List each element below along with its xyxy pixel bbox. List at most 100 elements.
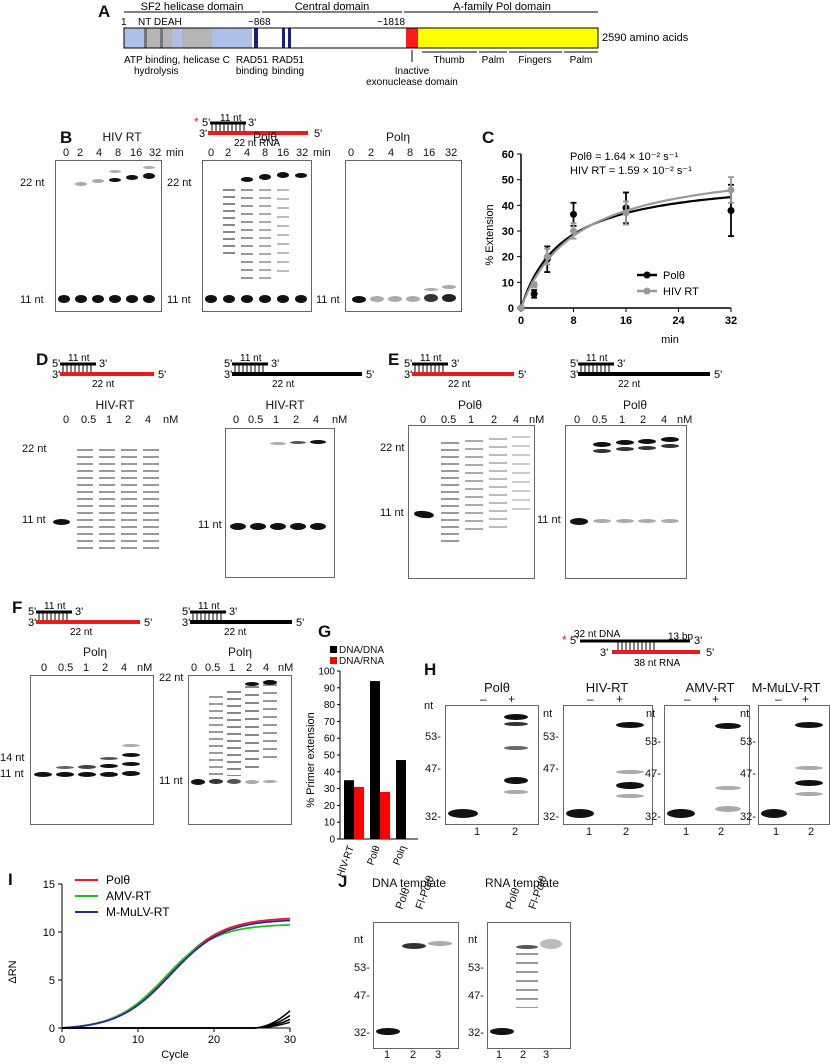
gel-b2-title: Polθ xyxy=(252,130,278,144)
hydrolysis-label: hydrolysis xyxy=(134,66,178,77)
gel-e2-marker-11: 11 nt xyxy=(537,514,561,526)
gel-b2 xyxy=(202,160,312,312)
panel-j-letter: J xyxy=(338,872,348,891)
chart-g-ylabel: % Primer extension xyxy=(305,712,317,807)
chart-g-ytick-label: 100 xyxy=(318,667,335,678)
svg-text:11 nt: 11 nt xyxy=(198,601,220,612)
svg-text:5': 5' xyxy=(570,358,578,370)
legend-polq: Polθ xyxy=(663,270,685,282)
pos-868-label: ~868 xyxy=(248,17,271,28)
svg-text:3': 3' xyxy=(404,369,412,381)
svg-text:11 nt: 11 nt xyxy=(44,601,66,612)
chart-c-point xyxy=(727,206,735,214)
chart-c-xtick-label: 32 xyxy=(725,315,737,327)
extension-kinetics-chart: Polθ = 1.64 × 10⁻² s⁻¹ HIV RT = 1.59 × 1… xyxy=(485,149,737,346)
gel-h4 xyxy=(758,705,830,825)
chart-c-ytick-label: 0 xyxy=(508,303,514,315)
svg-text:5': 5' xyxy=(144,617,152,629)
chart-c-ytick-label: 60 xyxy=(502,149,514,161)
gel-h3 xyxy=(664,705,750,825)
substrate-e2: 5' 11 nt 3' 3' 5' 22 nt xyxy=(570,353,722,388)
gel-h2-nt: nt xyxy=(543,708,553,720)
gel-h3-plus: + xyxy=(712,692,720,706)
chart-c-xtick-label: 24 xyxy=(672,315,685,327)
svg-text:5': 5' xyxy=(158,369,166,381)
chart-g-ytick-label: 90 xyxy=(324,683,336,694)
substrate-f1: 5' 11 nt 3' 3' 5' 22 nt xyxy=(28,601,152,636)
chart-i-xtick-label: 20 xyxy=(208,1034,220,1046)
chart-c-xtick-label: 16 xyxy=(620,315,632,327)
chart-g-category-label: Polθ xyxy=(366,844,383,867)
bar-legend: DNA/DNA DNA/RNA xyxy=(330,645,384,667)
svg-text:32 nt DNA: 32 nt DNA xyxy=(574,629,620,640)
gel-h1 xyxy=(445,705,539,825)
gel-h4-minus: – xyxy=(775,692,782,706)
gel-j1-marker-53: 53- xyxy=(354,962,370,974)
chart-c-point xyxy=(570,210,577,218)
svg-text:5': 5' xyxy=(706,647,714,659)
panel-f-letter: F xyxy=(12,598,23,617)
chart-i-control-curve xyxy=(62,1010,291,1029)
rate-polq: Polθ = 1.64 × 10⁻² s⁻¹ xyxy=(570,151,679,163)
svg-text:5': 5' xyxy=(52,358,60,370)
chart-i-ylabel: ΔRN xyxy=(7,960,19,983)
gel-j1-num-2: 2 xyxy=(410,1049,417,1061)
gel-e1-marker-11: 11 nt xyxy=(380,507,404,519)
svg-text:3': 3' xyxy=(75,606,83,618)
chart-g-bar xyxy=(344,780,354,839)
chart-c-legend: Polθ HIV RT xyxy=(637,270,699,298)
chart-i-control-curve xyxy=(62,1021,291,1029)
gel-d2-title: HIV-RT xyxy=(265,398,305,412)
helicase-domain-label: SF2 helicase domain xyxy=(141,1,244,13)
chart-c-point xyxy=(727,186,735,194)
gel-j2-num-1: 1 xyxy=(496,1049,503,1061)
svg-text:3': 3' xyxy=(99,358,107,370)
gel-j2-num-2: 2 xyxy=(520,1049,527,1061)
chart-g-ytick-label: 50 xyxy=(324,751,336,762)
gel-b1-title: HIV RT xyxy=(102,130,142,144)
svg-text:38 nt RNA: 38 nt RNA xyxy=(634,658,680,668)
gel-e1-title: Polθ xyxy=(457,398,483,412)
gel-h2 xyxy=(563,705,653,825)
svg-text:3': 3' xyxy=(199,128,207,140)
chart-c-xtick-label: 0 xyxy=(518,315,524,327)
gel-h1-lane-2: 2 xyxy=(512,826,519,838)
substrate-e1: 5' 11 nt 3' 3' 5' 22 nt xyxy=(404,353,526,388)
central-domain-label: Central domain xyxy=(295,1,370,13)
gel-h4-plus: + xyxy=(802,692,810,706)
svg-text:11 nt: 11 nt xyxy=(586,353,608,364)
chart-g-bar xyxy=(354,786,364,839)
gel-j1-marker-47: 47- xyxy=(354,990,370,1002)
svg-text:3': 3' xyxy=(600,647,608,659)
chart-g-ytick-label: 40 xyxy=(324,767,336,778)
chart-c-ytick-label: 20 xyxy=(502,252,514,264)
rad51-label-2: RAD51 xyxy=(272,55,305,66)
gel-h1-marker-47: 47- xyxy=(425,763,441,775)
chart-i-ytick-label: 10 xyxy=(43,927,55,939)
chart-c-point xyxy=(530,290,538,298)
svg-text:5': 5' xyxy=(296,617,304,629)
panel-i-letter: I xyxy=(8,870,13,889)
gel-h3-nt: nt xyxy=(646,708,656,720)
svg-text:3': 3' xyxy=(271,358,279,370)
svg-text:5': 5' xyxy=(714,369,722,381)
gel-h3-lane-2: 2 xyxy=(718,826,725,838)
gel-d1-marker-22: 22 nt xyxy=(22,443,47,455)
svg-text:22 nt: 22 nt xyxy=(70,627,92,636)
chart-i-xtick-label: 30 xyxy=(284,1034,296,1046)
substrate-d2: 5' 11 nt 3' 3' 5' 22 nt xyxy=(224,353,374,388)
chart-c-ytick-label: 30 xyxy=(502,226,514,238)
gel-h3-minus: – xyxy=(684,692,691,706)
gel-f2-title: Polη xyxy=(227,645,253,659)
svg-text:*: * xyxy=(562,633,567,647)
start-label: 1 xyxy=(121,17,127,28)
gel-j2-marker-47: 47- xyxy=(468,990,484,1002)
thumb-label: Thumb xyxy=(433,55,465,66)
svg-text:3': 3' xyxy=(224,369,232,381)
gel-h3-title: AMV-RT xyxy=(685,680,735,695)
chart-c-point xyxy=(530,281,538,289)
panel-h-letter: H xyxy=(424,660,437,679)
svg-text:22 nt RNA: 22 nt RNA xyxy=(234,138,280,148)
gel-h4-marker-32: 32- xyxy=(740,811,756,823)
fingers-label: Fingers xyxy=(518,55,551,66)
